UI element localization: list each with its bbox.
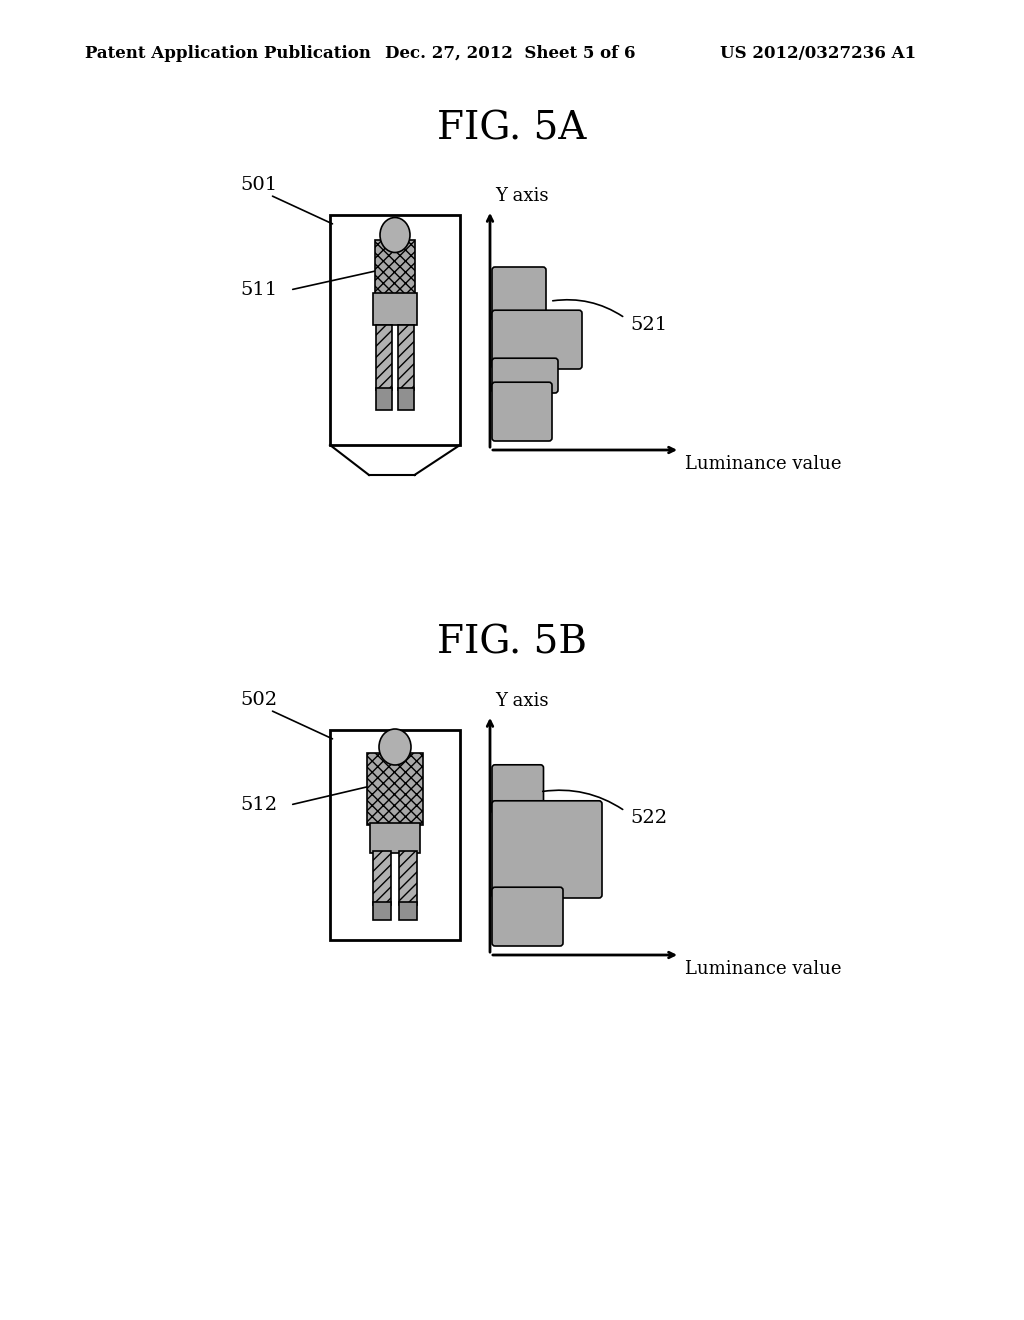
FancyBboxPatch shape bbox=[492, 267, 546, 321]
Bar bbox=[398, 325, 414, 389]
Ellipse shape bbox=[380, 218, 410, 252]
Text: Luminance value: Luminance value bbox=[685, 455, 842, 473]
Text: US 2012/0327236 A1: US 2012/0327236 A1 bbox=[720, 45, 916, 62]
Bar bbox=[375, 240, 415, 294]
FancyBboxPatch shape bbox=[492, 801, 602, 898]
Bar bbox=[330, 730, 460, 940]
Text: FIG. 5A: FIG. 5A bbox=[437, 110, 587, 147]
Text: Y axis: Y axis bbox=[495, 187, 549, 205]
Ellipse shape bbox=[379, 729, 411, 766]
Text: 521: 521 bbox=[630, 317, 667, 334]
Bar bbox=[373, 902, 391, 920]
Bar bbox=[376, 325, 392, 389]
Bar bbox=[373, 293, 417, 325]
Text: 522: 522 bbox=[630, 809, 667, 828]
Bar bbox=[399, 902, 417, 920]
Text: Y axis: Y axis bbox=[495, 692, 549, 710]
Text: Patent Application Publication: Patent Application Publication bbox=[85, 45, 371, 62]
Bar bbox=[367, 752, 423, 825]
Text: 502: 502 bbox=[240, 690, 278, 709]
Bar bbox=[330, 215, 460, 445]
Bar bbox=[399, 851, 417, 906]
FancyBboxPatch shape bbox=[492, 358, 558, 393]
FancyBboxPatch shape bbox=[492, 383, 552, 441]
Bar bbox=[370, 822, 420, 853]
Text: Luminance value: Luminance value bbox=[685, 960, 842, 978]
Text: Dec. 27, 2012  Sheet 5 of 6: Dec. 27, 2012 Sheet 5 of 6 bbox=[385, 45, 636, 62]
Text: 501: 501 bbox=[240, 176, 278, 194]
Bar bbox=[376, 388, 392, 411]
Text: 511: 511 bbox=[240, 281, 278, 300]
Bar bbox=[398, 388, 414, 411]
FancyBboxPatch shape bbox=[492, 310, 582, 370]
Bar bbox=[373, 851, 391, 906]
Text: FIG. 5B: FIG. 5B bbox=[437, 624, 587, 663]
FancyBboxPatch shape bbox=[492, 887, 563, 946]
FancyBboxPatch shape bbox=[492, 764, 544, 814]
Text: 512: 512 bbox=[240, 796, 278, 814]
